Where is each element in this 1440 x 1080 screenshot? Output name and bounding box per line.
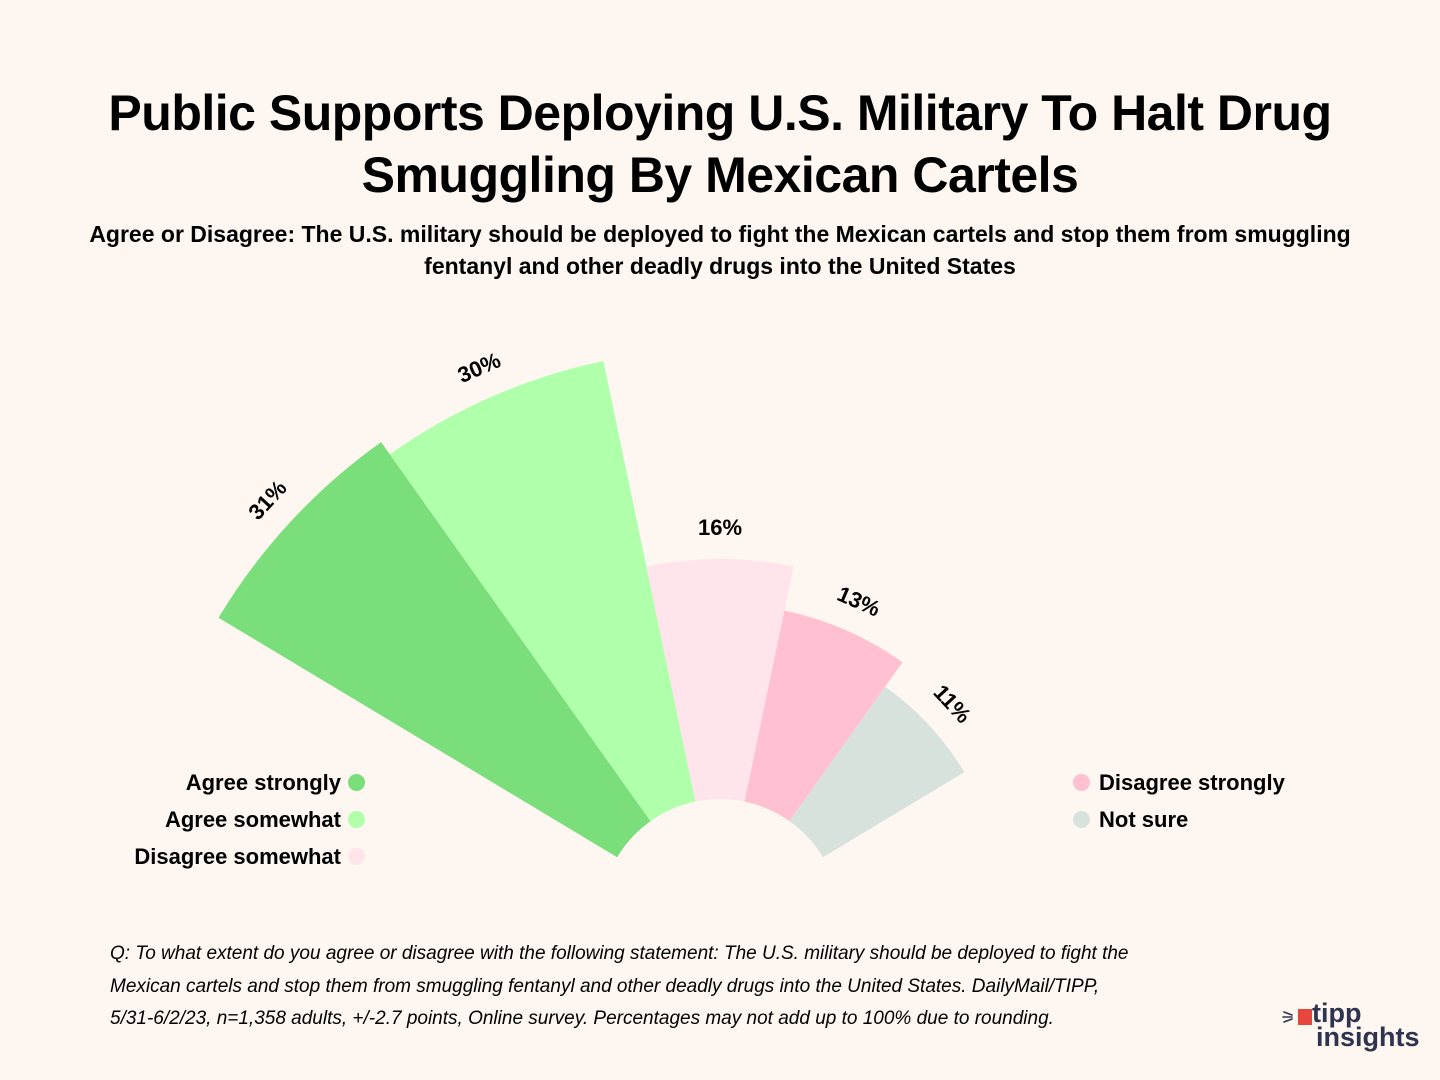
legend-item-agree-somewhat: Agree somewhat bbox=[134, 801, 365, 838]
legend-label: Agree somewhat bbox=[164, 806, 341, 832]
data-label: 31% bbox=[243, 475, 291, 524]
legend-dot-icon bbox=[348, 811, 365, 828]
legend-dot-icon bbox=[1073, 774, 1090, 791]
logo-text-tipp: tipp bbox=[1312, 998, 1362, 1028]
legend-dot-icon bbox=[348, 848, 365, 865]
legend-label: Disagree strongly bbox=[1099, 769, 1285, 795]
legend-item-agree-strongly: Agree strongly bbox=[134, 764, 365, 801]
signal-rays-icon bbox=[1282, 1011, 1293, 1023]
legend-label: Disagree somewhat bbox=[134, 843, 341, 869]
legend-dot-icon bbox=[1073, 811, 1090, 828]
footnote-line: Mexican cartels and stop them from smugg… bbox=[110, 975, 1100, 997]
chart-subtitle: Agree or Disagree: The U.S. military sho… bbox=[89, 221, 1351, 279]
bar-agree-somewhat bbox=[389, 361, 696, 822]
legend-right: Disagree strongly Not sure bbox=[1073, 764, 1285, 838]
legend-item-disagree-strongly: Disagree strongly bbox=[1073, 764, 1285, 801]
bar-not-sure bbox=[789, 686, 965, 858]
legend-label: Agree strongly bbox=[185, 769, 341, 795]
data-label: 16% bbox=[698, 515, 742, 540]
legend-left: Agree strongly Agree somewhat Disagree s… bbox=[134, 764, 365, 875]
data-label: 11% bbox=[929, 680, 976, 728]
logo-flag-icon bbox=[1298, 1009, 1312, 1025]
bar-disagree-somewhat bbox=[646, 559, 794, 802]
data-label: 13% bbox=[834, 581, 884, 622]
chart-title: Public Supports Deploying U.S. Military … bbox=[108, 85, 1332, 203]
data-label: 30% bbox=[454, 347, 504, 388]
bar-disagree-strongly bbox=[744, 610, 903, 822]
legend-item-disagree-somewhat: Disagree somewhat bbox=[134, 838, 365, 875]
legend-dot-icon bbox=[348, 774, 365, 791]
tipp-insights-logo: tipp insights bbox=[1282, 999, 1422, 1055]
footnote-line: Q: To what extent do you agree or disagr… bbox=[110, 943, 1129, 964]
legend-label: Not sure bbox=[1099, 806, 1189, 832]
legend-item-not-sure: Not sure bbox=[1073, 801, 1285, 838]
footnote: Q: To what extent do you agree or disagr… bbox=[110, 938, 1310, 1036]
footnote-line: 5/31-6/2/23, n=1,358 adults, +/-2.7 poin… bbox=[110, 1008, 1054, 1029]
logo-text-insights: insights bbox=[1316, 1022, 1420, 1052]
bar-agree-strongly bbox=[218, 442, 651, 858]
